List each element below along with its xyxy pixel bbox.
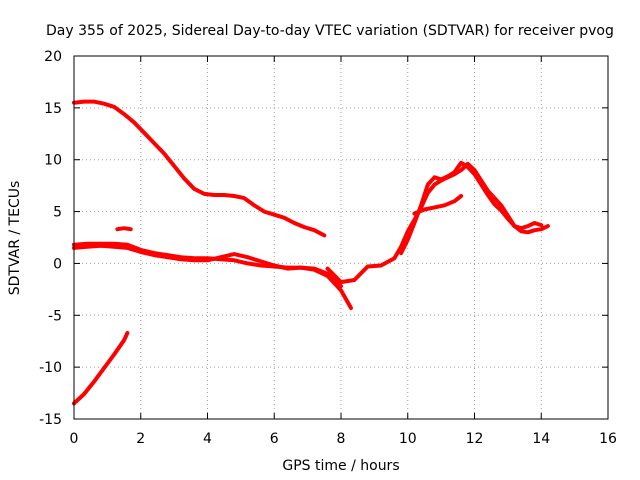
series-arc-b bbox=[72, 241, 353, 310]
y-tick-label: 15 bbox=[44, 101, 62, 117]
x-tick-label: 10 bbox=[399, 431, 417, 447]
y-tick-label: 10 bbox=[44, 153, 62, 169]
x-tick-label: 8 bbox=[337, 431, 346, 447]
y-tick-label: 20 bbox=[44, 49, 62, 65]
axis-ticks: 0 2 4 6 8 10 12 14 16 -15 -10 -5 0 5 10 15 20 bbox=[39, 49, 617, 447]
x-tick-label: 0 bbox=[70, 431, 79, 447]
y-tick-label: 5 bbox=[53, 205, 62, 221]
x-axis-label: GPS time / hours bbox=[282, 458, 399, 474]
x-tick-label: 2 bbox=[136, 431, 145, 447]
x-tick-label: 16 bbox=[599, 431, 617, 447]
series-arc-g bbox=[115, 226, 133, 232]
y-axis-label: SDTVAR / TECUs bbox=[7, 181, 23, 296]
x-tick-label: 12 bbox=[466, 431, 484, 447]
series-arc-e bbox=[399, 160, 544, 256]
data-traces bbox=[72, 99, 550, 406]
series-arc-d bbox=[325, 161, 550, 285]
y-tick-label: 0 bbox=[53, 256, 62, 272]
grid bbox=[74, 56, 608, 419]
x-tick-label: 4 bbox=[203, 431, 212, 447]
series-arc-h bbox=[72, 330, 130, 406]
y-tick-label: -5 bbox=[48, 308, 62, 324]
x-tick-label: 14 bbox=[532, 431, 550, 447]
series-arc-a bbox=[72, 99, 327, 238]
chart-title: Day 355 of 2025, Sidereal Day-to-day VTE… bbox=[46, 23, 614, 39]
series-arc-f bbox=[412, 194, 464, 216]
series-arc-c bbox=[72, 243, 343, 289]
x-tick-label: 6 bbox=[270, 431, 279, 447]
y-tick-label: -10 bbox=[39, 360, 62, 376]
y-tick-label: -15 bbox=[39, 412, 62, 428]
